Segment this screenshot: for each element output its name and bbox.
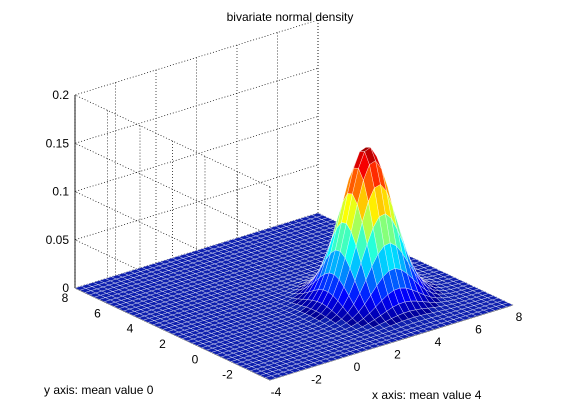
z-tick-label: 0.1 <box>52 185 69 199</box>
z-tick-label: 0 <box>62 281 69 295</box>
y-tick-label: 0 <box>192 352 199 366</box>
surface-mesh <box>74 146 514 381</box>
x-tick-label: -2 <box>311 373 322 387</box>
x-tick-label: 0 <box>354 360 361 374</box>
x-axis-label: x axis: mean value 4 <box>372 388 482 402</box>
z-tick-label: 0.15 <box>46 136 70 150</box>
z-tick-label: 0.05 <box>46 233 70 247</box>
x-tick-label: -4 <box>271 385 282 399</box>
chart-title: bivariate normal density <box>227 10 354 24</box>
surface-patch <box>264 375 277 381</box>
y-tick-label: 6 <box>94 306 101 320</box>
x-tick-label: 4 <box>435 335 442 349</box>
y-tick-label: -2 <box>222 368 233 382</box>
x-tick-label: 2 <box>394 348 401 362</box>
z-gridline <box>74 67 319 236</box>
x-tick-label: 6 <box>475 323 482 337</box>
y-axis-label: y axis: mean value 0 <box>44 383 154 397</box>
x-tick-label: 8 <box>516 310 523 324</box>
y-tick-label: 2 <box>159 337 166 351</box>
y-tick-label: 8 <box>62 291 69 305</box>
y-tick-label: 4 <box>127 322 134 336</box>
z-tick-label: 0.2 <box>52 88 69 102</box>
